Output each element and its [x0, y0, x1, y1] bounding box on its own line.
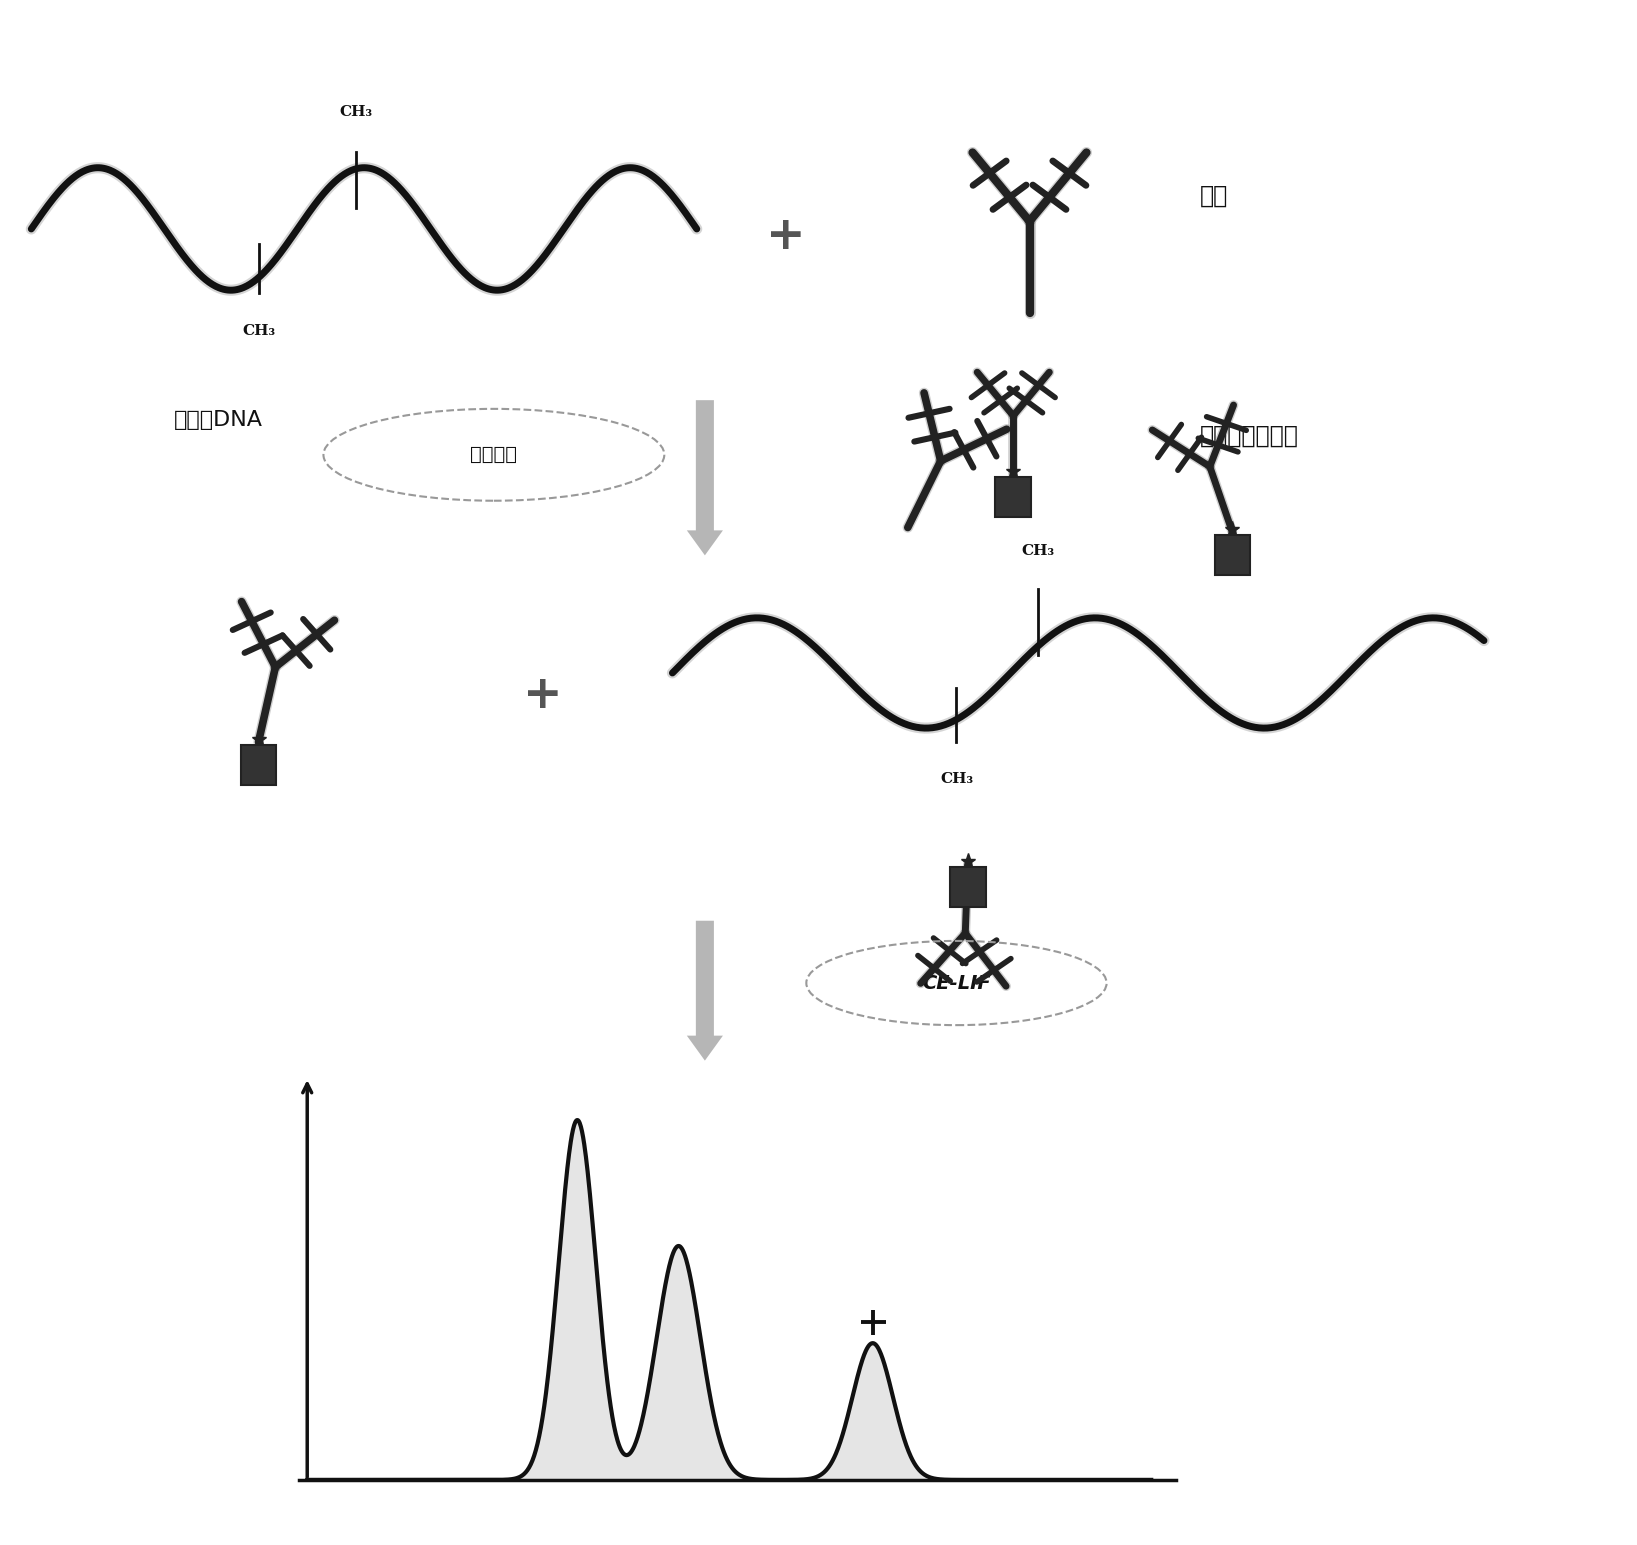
Text: CH₃: CH₃: [940, 772, 972, 786]
Text: 过夜反应: 过夜反应: [470, 445, 517, 465]
Text: CH₃: CH₃: [1021, 544, 1054, 558]
Text: 待检测DNA: 待检测DNA: [174, 411, 262, 431]
Bar: [1215, 535, 1251, 575]
Bar: [241, 745, 277, 785]
FancyArrowPatch shape: [688, 400, 724, 555]
Text: 荧光标记的二抗: 荧光标记的二抗: [1200, 423, 1298, 448]
Bar: [995, 477, 1031, 518]
Text: +: +: [522, 674, 563, 718]
Text: CH₃: CH₃: [242, 324, 275, 338]
Text: CH₃: CH₃: [339, 105, 373, 119]
FancyArrowPatch shape: [688, 921, 724, 1060]
Text: CE-LIF: CE-LIF: [922, 973, 990, 992]
Text: +: +: [766, 215, 805, 260]
Bar: [949, 867, 985, 907]
Text: 一抗: 一抗: [1200, 184, 1228, 207]
